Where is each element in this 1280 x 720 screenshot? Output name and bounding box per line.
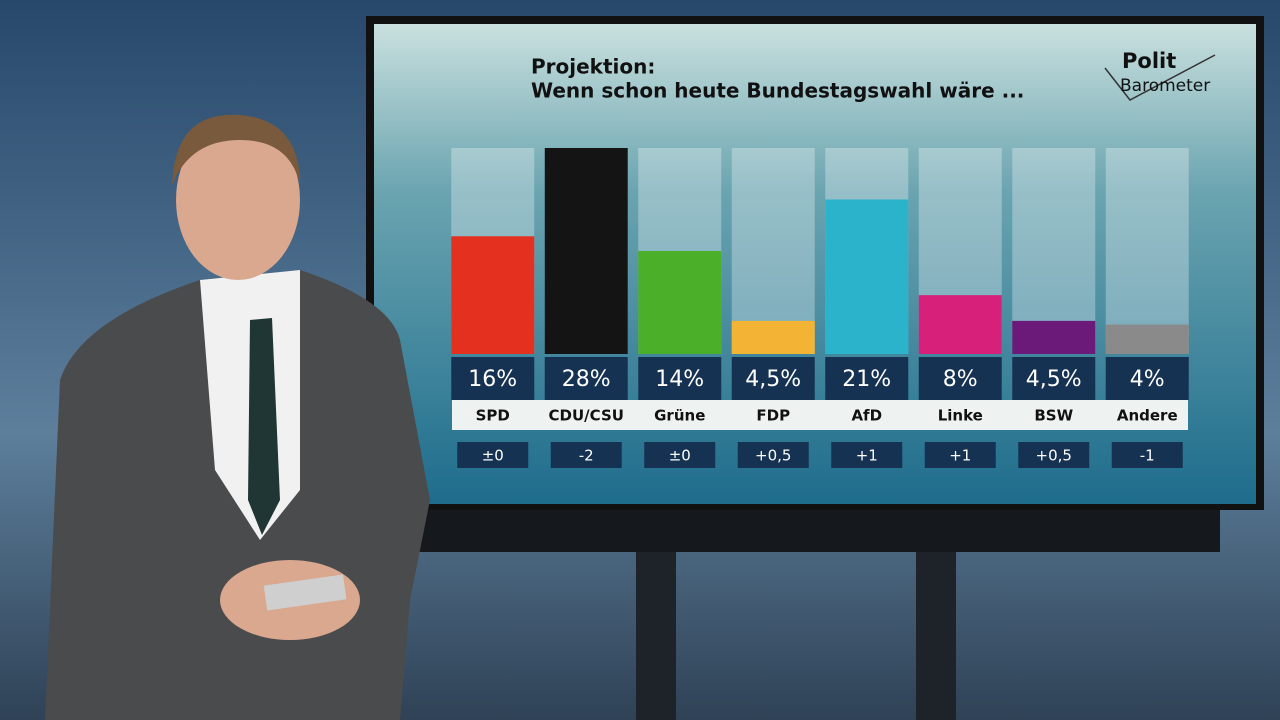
category-label: Linke [938, 407, 983, 425]
change-label: -1 [1140, 447, 1155, 465]
bar [451, 236, 535, 354]
value-box [1012, 357, 1096, 400]
presenter-tie [248, 318, 280, 535]
category-label: FDP [756, 407, 790, 425]
value-label: 4,5% [1026, 367, 1082, 392]
change-box [1111, 442, 1183, 468]
stand-leg [916, 540, 956, 720]
value-label: 4% [1130, 367, 1165, 392]
change-label: -2 [579, 447, 594, 465]
bar [544, 148, 628, 354]
presenter-head [176, 120, 300, 280]
change-box [457, 442, 529, 468]
category-label: AfD [851, 407, 882, 425]
category-label: BSW [1034, 407, 1073, 425]
presenter-hair [172, 114, 300, 185]
value-label: 8% [943, 367, 978, 392]
chart: Projektion: Wenn schon heute Bundestagsw… [451, 49, 1210, 468]
change-label: ±0 [669, 447, 691, 465]
value-label: 14% [655, 367, 704, 392]
change-box [924, 442, 996, 468]
value-box [731, 357, 815, 400]
bar [638, 251, 722, 354]
bar [918, 295, 1002, 354]
change-box [737, 442, 809, 468]
value-label: 16% [468, 367, 517, 392]
change-label: ±0 [482, 447, 504, 465]
value-box [825, 357, 909, 400]
value-box [544, 357, 628, 400]
bar [1012, 320, 1096, 354]
value-box [451, 357, 535, 400]
stand-leg [636, 540, 676, 720]
change-label: +0,5 [1036, 447, 1072, 465]
value-label: 4,5% [745, 367, 801, 392]
value-label: 28% [562, 367, 611, 392]
bar-background [731, 148, 815, 354]
chart-title: Projektion: [531, 55, 655, 79]
category-label: Andere [1117, 407, 1178, 425]
bar-background [1012, 148, 1096, 354]
change-label: +1 [949, 447, 971, 465]
value-box [1105, 357, 1189, 400]
category-label: Grüne [654, 407, 705, 425]
logo-text: Polit [1122, 49, 1176, 73]
value-box [918, 357, 1002, 400]
value-box [638, 357, 722, 400]
change-box [831, 442, 903, 468]
bar-background [1105, 148, 1189, 354]
change-box [644, 442, 716, 468]
bar [731, 320, 815, 354]
logo-check [1104, 54, 1216, 101]
bar [1105, 324, 1189, 354]
value-label: 21% [842, 367, 891, 392]
cards [263, 574, 347, 611]
chart-subtitle: Wenn schon heute Bundestagswahl wäre ... [531, 79, 1024, 103]
category-label: SPD [476, 407, 510, 425]
bar [825, 199, 909, 354]
change-label: +1 [856, 447, 878, 465]
change-box [550, 442, 622, 468]
change-box [1018, 442, 1090, 468]
logo-text: Barometer [1120, 76, 1210, 96]
change-label: +0,5 [755, 447, 791, 465]
label-strip [452, 400, 1188, 430]
category-label: CDU/CSU [549, 407, 624, 425]
